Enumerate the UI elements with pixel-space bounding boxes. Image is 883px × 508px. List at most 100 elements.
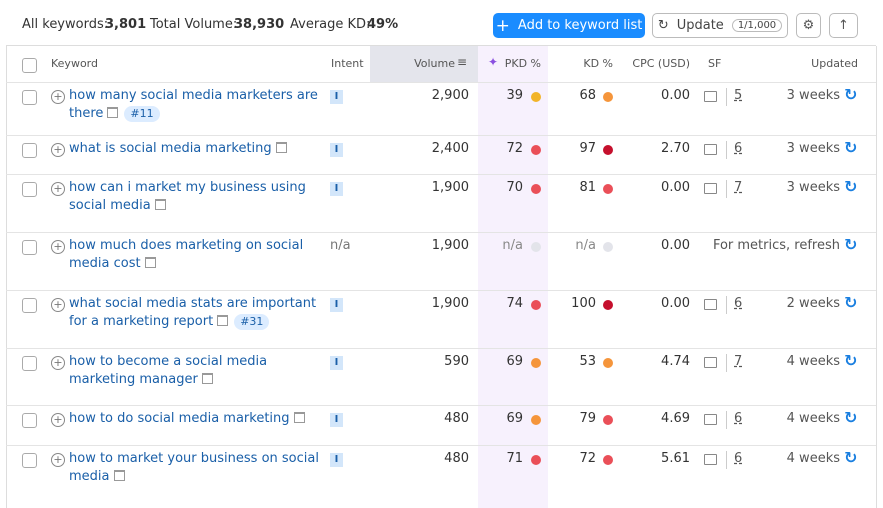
add-keyword-icon[interactable]: + bbox=[51, 298, 65, 312]
intent-text: n/a bbox=[330, 238, 351, 253]
update-button[interactable]: ↻ Update 1/1,000 bbox=[652, 13, 788, 38]
refresh-icon[interactable]: ↻ bbox=[844, 235, 858, 254]
keyword-link[interactable]: how to market your business on social me… bbox=[69, 451, 319, 484]
row-border bbox=[6, 232, 876, 233]
refresh-icon[interactable]: ↻ bbox=[844, 408, 858, 427]
add-keyword-icon[interactable]: + bbox=[51, 90, 65, 104]
sf-icon bbox=[704, 357, 717, 368]
table-left-border bbox=[6, 46, 7, 508]
sf-count[interactable]: 6 bbox=[734, 141, 743, 156]
keyword-link[interactable]: how much does marketing on social media … bbox=[69, 238, 304, 271]
cpc: 0.00 bbox=[661, 238, 690, 253]
serp-icon[interactable] bbox=[293, 412, 305, 423]
serp-icon[interactable] bbox=[154, 199, 166, 210]
update-count: 1/1,000 bbox=[731, 19, 783, 32]
sf-count[interactable]: 5 bbox=[734, 88, 743, 103]
add-keyword-icon[interactable]: + bbox=[51, 413, 65, 427]
sf-divider bbox=[726, 411, 727, 429]
sf-count[interactable]: 6 bbox=[734, 296, 743, 311]
serp-icon[interactable] bbox=[144, 257, 156, 268]
header-checkbox[interactable] bbox=[22, 58, 37, 73]
row-border bbox=[6, 82, 876, 83]
keyword-link[interactable]: how many social media marketers are ther… bbox=[69, 88, 318, 121]
header-border bbox=[6, 45, 876, 46]
add-keyword-icon[interactable]: + bbox=[51, 143, 65, 157]
row-checkbox[interactable] bbox=[22, 453, 37, 468]
summary-all-label: All keywords: bbox=[22, 17, 109, 32]
pkd-dot bbox=[531, 455, 541, 465]
updated: 3 weeks bbox=[786, 88, 840, 103]
column-header[interactable]: PKD % bbox=[504, 57, 541, 70]
refresh-icon[interactable]: ↻ bbox=[844, 351, 858, 370]
row-checkbox[interactable] bbox=[22, 143, 37, 158]
sf-icon bbox=[704, 144, 717, 155]
column-header[interactable]: KD % bbox=[583, 57, 613, 70]
keyword-tag[interactable]: #11 bbox=[124, 106, 160, 122]
column-header[interactable]: Intent bbox=[331, 57, 364, 70]
pkd-dot bbox=[531, 358, 541, 368]
sf-count[interactable]: 6 bbox=[734, 411, 743, 426]
row-checkbox[interactable] bbox=[22, 90, 37, 105]
refresh-icon[interactable]: ↻ bbox=[844, 85, 858, 104]
column-header[interactable]: CPC (USD) bbox=[632, 57, 690, 70]
column-header[interactable]: Updated bbox=[811, 57, 858, 70]
keyword-cell: what is social media marketing bbox=[69, 140, 319, 158]
add-button[interactable]: + Add to keyword list bbox=[493, 13, 645, 38]
add-keyword-icon[interactable]: + bbox=[51, 356, 65, 370]
row-checkbox[interactable] bbox=[22, 182, 37, 197]
intent-badge: I bbox=[330, 298, 343, 312]
export-button[interactable]: ↑ bbox=[829, 13, 858, 38]
refresh-icon[interactable]: ↻ bbox=[844, 293, 858, 312]
sf-icon bbox=[704, 414, 717, 425]
keyword-tag[interactable]: #31 bbox=[234, 314, 270, 330]
row-border bbox=[6, 405, 876, 406]
pkd: 72 bbox=[506, 141, 523, 156]
keyword-link[interactable]: what social media stats are important fo… bbox=[69, 296, 317, 329]
sf-count[interactable]: 6 bbox=[734, 451, 743, 466]
refresh-icon[interactable]: ↻ bbox=[844, 138, 858, 157]
sf-icon bbox=[704, 299, 717, 310]
kd-dot bbox=[603, 242, 613, 252]
serp-icon[interactable] bbox=[201, 373, 213, 384]
settings-button[interactable]: ⚙ bbox=[796, 13, 821, 38]
volume: 1,900 bbox=[431, 238, 469, 253]
keyword-link[interactable]: how to become a social media marketing m… bbox=[69, 354, 268, 387]
row-border bbox=[6, 445, 876, 446]
cpc: 4.69 bbox=[661, 411, 690, 426]
cpc: 0.00 bbox=[661, 88, 690, 103]
column-header[interactable]: Keyword bbox=[51, 57, 98, 70]
row-border bbox=[6, 135, 876, 136]
sf-count[interactable]: 7 bbox=[734, 180, 743, 195]
row-checkbox[interactable] bbox=[22, 240, 37, 255]
serp-icon[interactable] bbox=[275, 142, 287, 153]
volume: 1,900 bbox=[431, 296, 469, 311]
row-checkbox[interactable] bbox=[22, 298, 37, 313]
updated: 4 weeks bbox=[786, 411, 840, 426]
kd: n/a bbox=[575, 238, 596, 253]
cpc: 0.00 bbox=[661, 180, 690, 195]
pkd: 71 bbox=[506, 451, 523, 466]
row-checkbox[interactable] bbox=[22, 413, 37, 428]
add-keyword-icon[interactable]: + bbox=[51, 182, 65, 196]
serp-icon[interactable] bbox=[113, 470, 125, 481]
add-keyword-icon[interactable]: + bbox=[51, 453, 65, 467]
row-checkbox[interactable] bbox=[22, 356, 37, 371]
column-header[interactable]: SF bbox=[708, 57, 722, 70]
add-keyword-icon[interactable]: + bbox=[51, 240, 65, 254]
serp-icon[interactable] bbox=[107, 107, 119, 118]
summary-all: 3,801 bbox=[105, 17, 147, 32]
refresh-icon[interactable]: ↻ bbox=[844, 448, 858, 467]
kd-dot bbox=[603, 92, 613, 102]
column-header[interactable]: Volume bbox=[414, 57, 455, 70]
keyword-link[interactable]: how can i market my business using socia… bbox=[69, 180, 306, 213]
serp-icon[interactable] bbox=[217, 315, 229, 326]
keyword-link[interactable]: how to do social media marketing bbox=[69, 411, 290, 426]
kd-dot bbox=[603, 455, 613, 465]
updated: 2 weeks bbox=[786, 296, 840, 311]
sf-count[interactable]: 7 bbox=[734, 354, 743, 369]
sort-icon: ≡ bbox=[457, 55, 468, 69]
add-button-label: Add to keyword list bbox=[517, 18, 643, 33]
refresh-icon[interactable]: ↻ bbox=[844, 177, 858, 196]
keyword-link[interactable]: what is social media marketing bbox=[69, 141, 272, 156]
